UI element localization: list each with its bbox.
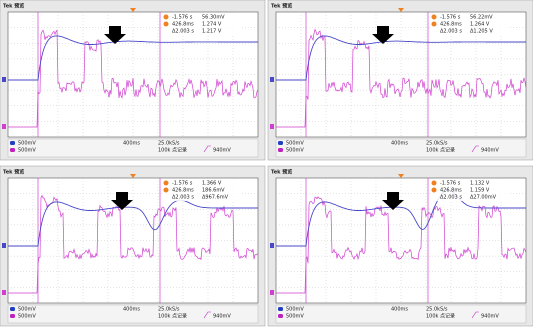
ch2-marker (270, 290, 274, 295)
ch1-marker (2, 77, 6, 82)
readout-value: Δ27.00mV (470, 195, 497, 201)
readout-value: 1.264 V (470, 22, 490, 28)
sample-rate: 25.0kS/s (158, 141, 180, 147)
trigger-level: 940mV (213, 314, 231, 320)
cursor-icon (432, 22, 437, 27)
sample-rate: 25.0kS/s (426, 307, 448, 313)
readout-time: 426.8ms (172, 22, 194, 28)
sample-rate: 25.0kS/s (158, 307, 180, 313)
ch1-scale: 500mV (18, 307, 36, 313)
ch2-scale: 500mV (286, 314, 304, 320)
cursor-icon (164, 15, 169, 20)
ch1-scale: 500mV (286, 141, 304, 147)
ch1-scale: 500mV (286, 307, 304, 313)
readout-value: Δ967.6mV (202, 195, 229, 201)
header: Tek 预览 (3, 169, 24, 176)
ch1-badge (278, 307, 283, 311)
screenshot: Tek 预览 -1.576 s 56.30mV 426.8ms 1.274 V Δ2.00… (0, 0, 533, 327)
readout-value: 1.132 V (470, 181, 490, 187)
readout-time: -1.576 s (440, 181, 461, 187)
scope-panel: Tek 预览 -1.576 s 56.22mV 426.8ms 1.264 V Δ2.00… (268, 0, 533, 160)
ch2-marker (270, 124, 274, 129)
readout-value: 1.366 V (202, 181, 222, 187)
readout-value: 56.22mV (470, 15, 493, 21)
readout-time: 426.8ms (440, 188, 462, 194)
cursor-icon (164, 188, 169, 193)
trigger-level: 940mV (481, 148, 499, 154)
record-length: 100k 点记录 (426, 147, 455, 154)
trigger-level: 940mV (481, 314, 499, 320)
ch1-badge (10, 141, 15, 145)
readout-time: 426.8ms (172, 188, 194, 194)
readout-time: Δ2.003 s (440, 195, 462, 201)
readout-time: -1.576 s (172, 181, 193, 187)
cursor-icon (432, 188, 437, 193)
timebase: 400ms (391, 141, 408, 147)
readout-value: 1.217 V (202, 29, 222, 35)
scope-panel: Tek 预览 -1.576 s 1.366 V 426.8ms 186.6mV Δ2.00… (0, 166, 265, 326)
readout-time: Δ2.003 s (172, 195, 194, 201)
ch1-scale: 500mV (18, 141, 36, 147)
ch2-scale: 500mV (18, 148, 36, 154)
ch2-badge (10, 314, 15, 318)
ch2-badge (278, 148, 283, 152)
readout-value: 56.30mV (202, 15, 225, 21)
cursor-icon (164, 22, 169, 27)
readout-value: Δ1.205 V (470, 29, 493, 35)
readout-time: -1.576 s (172, 15, 193, 21)
ch1-marker (2, 243, 6, 248)
record-length: 100k 点记录 (158, 313, 187, 320)
ch2-marker (2, 290, 6, 295)
timebase: 400ms (123, 141, 140, 147)
scope-panel: Tek 预览 -1.576 s 56.30mV 426.8ms 1.274 V Δ2.00… (0, 0, 265, 160)
header: Tek 预览 (3, 3, 24, 10)
readout-value: 1.274 V (202, 22, 222, 28)
ch1-badge (278, 141, 283, 145)
ch2-marker (2, 124, 6, 129)
cursor-icon (164, 181, 169, 186)
ch1-marker (270, 77, 274, 82)
readout-time: Δ2.003 s (440, 29, 462, 35)
header: Tek 预览 (271, 169, 292, 176)
ch2-badge (278, 314, 283, 318)
timebase: 400ms (123, 307, 140, 313)
ch2-scale: 500mV (286, 148, 304, 154)
readout-time: Δ2.003 s (172, 29, 194, 35)
sample-rate: 25.0kS/s (426, 141, 448, 147)
timebase: 400ms (391, 307, 408, 313)
readout-time: -1.576 s (440, 15, 461, 21)
cursor-icon (432, 181, 437, 186)
ch1-badge (10, 307, 15, 311)
readout-value: 186.6mV (202, 188, 225, 194)
scope-panel: Tek 预览 -1.576 s 1.132 V 426.8ms 1.159 V Δ2.00… (268, 166, 533, 326)
ch1-marker (270, 243, 274, 248)
readout-value: 1.159 V (470, 188, 490, 194)
record-length: 100k 点记录 (426, 313, 455, 320)
ch2-scale: 500mV (18, 314, 36, 320)
header: Tek 预览 (271, 3, 292, 10)
readout-time: 426.8ms (440, 22, 462, 28)
trigger-level: 940mV (213, 148, 231, 154)
cursor-icon (432, 15, 437, 20)
record-length: 100k 点记录 (158, 147, 187, 154)
ch2-badge (10, 148, 15, 152)
